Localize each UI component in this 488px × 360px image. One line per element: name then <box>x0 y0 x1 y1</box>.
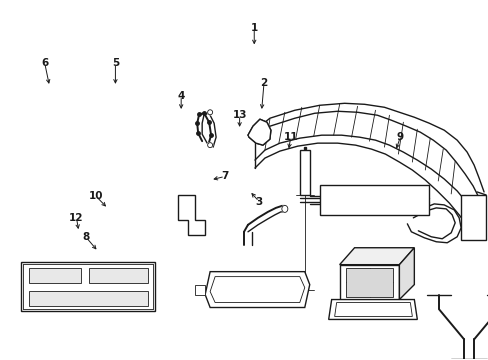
Polygon shape <box>328 300 416 319</box>
Polygon shape <box>399 248 413 300</box>
Polygon shape <box>21 262 155 311</box>
Text: 1: 1 <box>250 23 257 33</box>
Text: 8: 8 <box>82 232 90 242</box>
Polygon shape <box>334 302 411 316</box>
Polygon shape <box>210 276 304 302</box>
Polygon shape <box>460 195 485 240</box>
Polygon shape <box>319 185 428 215</box>
Text: 13: 13 <box>232 111 246 121</box>
Text: 4: 4 <box>177 91 184 101</box>
Text: 2: 2 <box>260 78 267 88</box>
Ellipse shape <box>207 110 212 115</box>
Text: 11: 11 <box>283 132 297 142</box>
Polygon shape <box>205 272 309 307</box>
Text: 7: 7 <box>221 171 228 181</box>
Ellipse shape <box>207 143 212 148</box>
Polygon shape <box>88 268 148 283</box>
Text: 5: 5 <box>112 58 119 68</box>
Polygon shape <box>339 265 399 300</box>
Polygon shape <box>339 248 413 265</box>
Text: 3: 3 <box>255 197 262 207</box>
Text: 12: 12 <box>69 213 83 222</box>
Polygon shape <box>247 119 270 145</box>
Polygon shape <box>29 291 148 306</box>
Text: 6: 6 <box>41 58 48 68</box>
Polygon shape <box>299 150 309 195</box>
Polygon shape <box>29 268 81 283</box>
Ellipse shape <box>281 206 287 212</box>
Polygon shape <box>345 268 393 297</box>
Polygon shape <box>195 285 205 294</box>
Text: 10: 10 <box>88 191 103 201</box>
Polygon shape <box>178 195 205 235</box>
Text: 9: 9 <box>396 132 403 142</box>
